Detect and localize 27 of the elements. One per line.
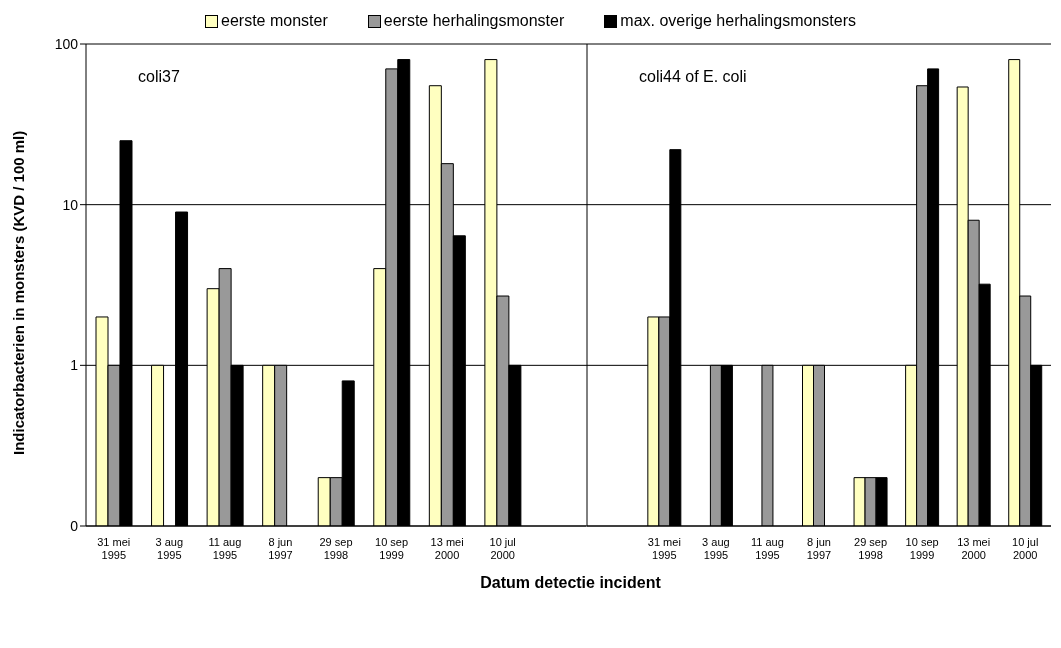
legend-label: eerste monster [221, 12, 328, 30]
x-tick-label: 11 aug 1995 [751, 536, 784, 561]
y-tick-label: 10 [62, 196, 79, 213]
x-tick-label: 8 jun 1997 [806, 536, 832, 561]
x-tick-label: 10 sep 1999 [375, 536, 409, 561]
x-tick-label: 29 sep 1998 [319, 536, 353, 561]
x-tick-label: 13 mei 2000 [430, 536, 464, 561]
x-tick-label: 31 mei 1995 [647, 536, 681, 561]
y-tick-label: 1 [70, 357, 79, 374]
legend-label: max. overige herhalingsmonsters [620, 12, 856, 30]
x-tick-label: 29 sep 1998 [854, 536, 888, 561]
x-tick-label: 10 sep 1999 [905, 536, 939, 561]
x-tick-label: 10 jul 2000 [1012, 536, 1039, 561]
x-tick-label: 8 jun 1997 [268, 536, 293, 561]
annotation: coli44 of E. coli [639, 68, 747, 86]
legend-label: eerste herhalingsmonster [383, 12, 565, 30]
y-axis-title: Indicatorbacterien in monsters (KVD / 100 ml) [10, 130, 28, 455]
x-tick-label: 11 aug 1995 [208, 536, 242, 561]
x-tick-label: 3 aug 1995 [702, 536, 730, 561]
x-tick-label: 3 aug 1995 [155, 536, 184, 561]
x-tick-label: 10 jul 2000 [489, 536, 516, 561]
y-tick-label: 0 [70, 517, 79, 534]
x-tick-label: 13 mei 2000 [957, 536, 991, 561]
x-tick-label: 31 mei 1995 [97, 536, 131, 561]
x-axis-title: Datum detectie incident [479, 574, 662, 592]
y-tick-label: 100 [54, 35, 79, 52]
annotation: coli37 [138, 68, 180, 86]
